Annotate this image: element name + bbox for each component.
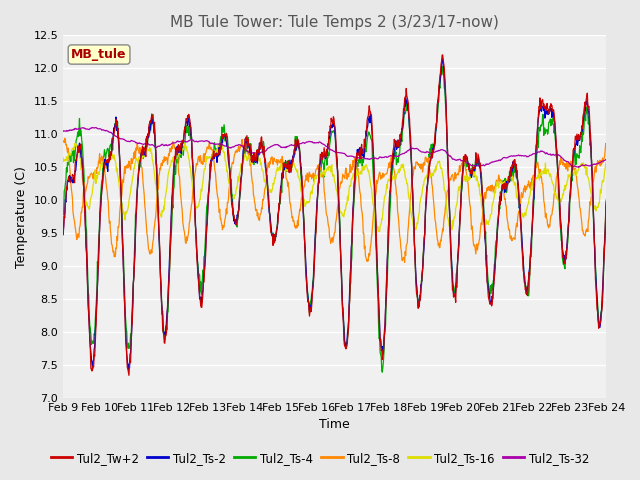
Legend: Tul2_Tw+2, Tul2_Ts-2, Tul2_Ts-4, Tul2_Ts-8, Tul2_Ts-16, Tul2_Ts-32: Tul2_Tw+2, Tul2_Ts-2, Tul2_Ts-4, Tul2_Ts… [46,447,594,469]
Text: MB_tule: MB_tule [71,48,127,61]
Y-axis label: Temperature (C): Temperature (C) [15,166,28,267]
Title: MB Tule Tower: Tule Temps 2 (3/23/17-now): MB Tule Tower: Tule Temps 2 (3/23/17-now… [170,15,499,30]
X-axis label: Time: Time [319,419,350,432]
